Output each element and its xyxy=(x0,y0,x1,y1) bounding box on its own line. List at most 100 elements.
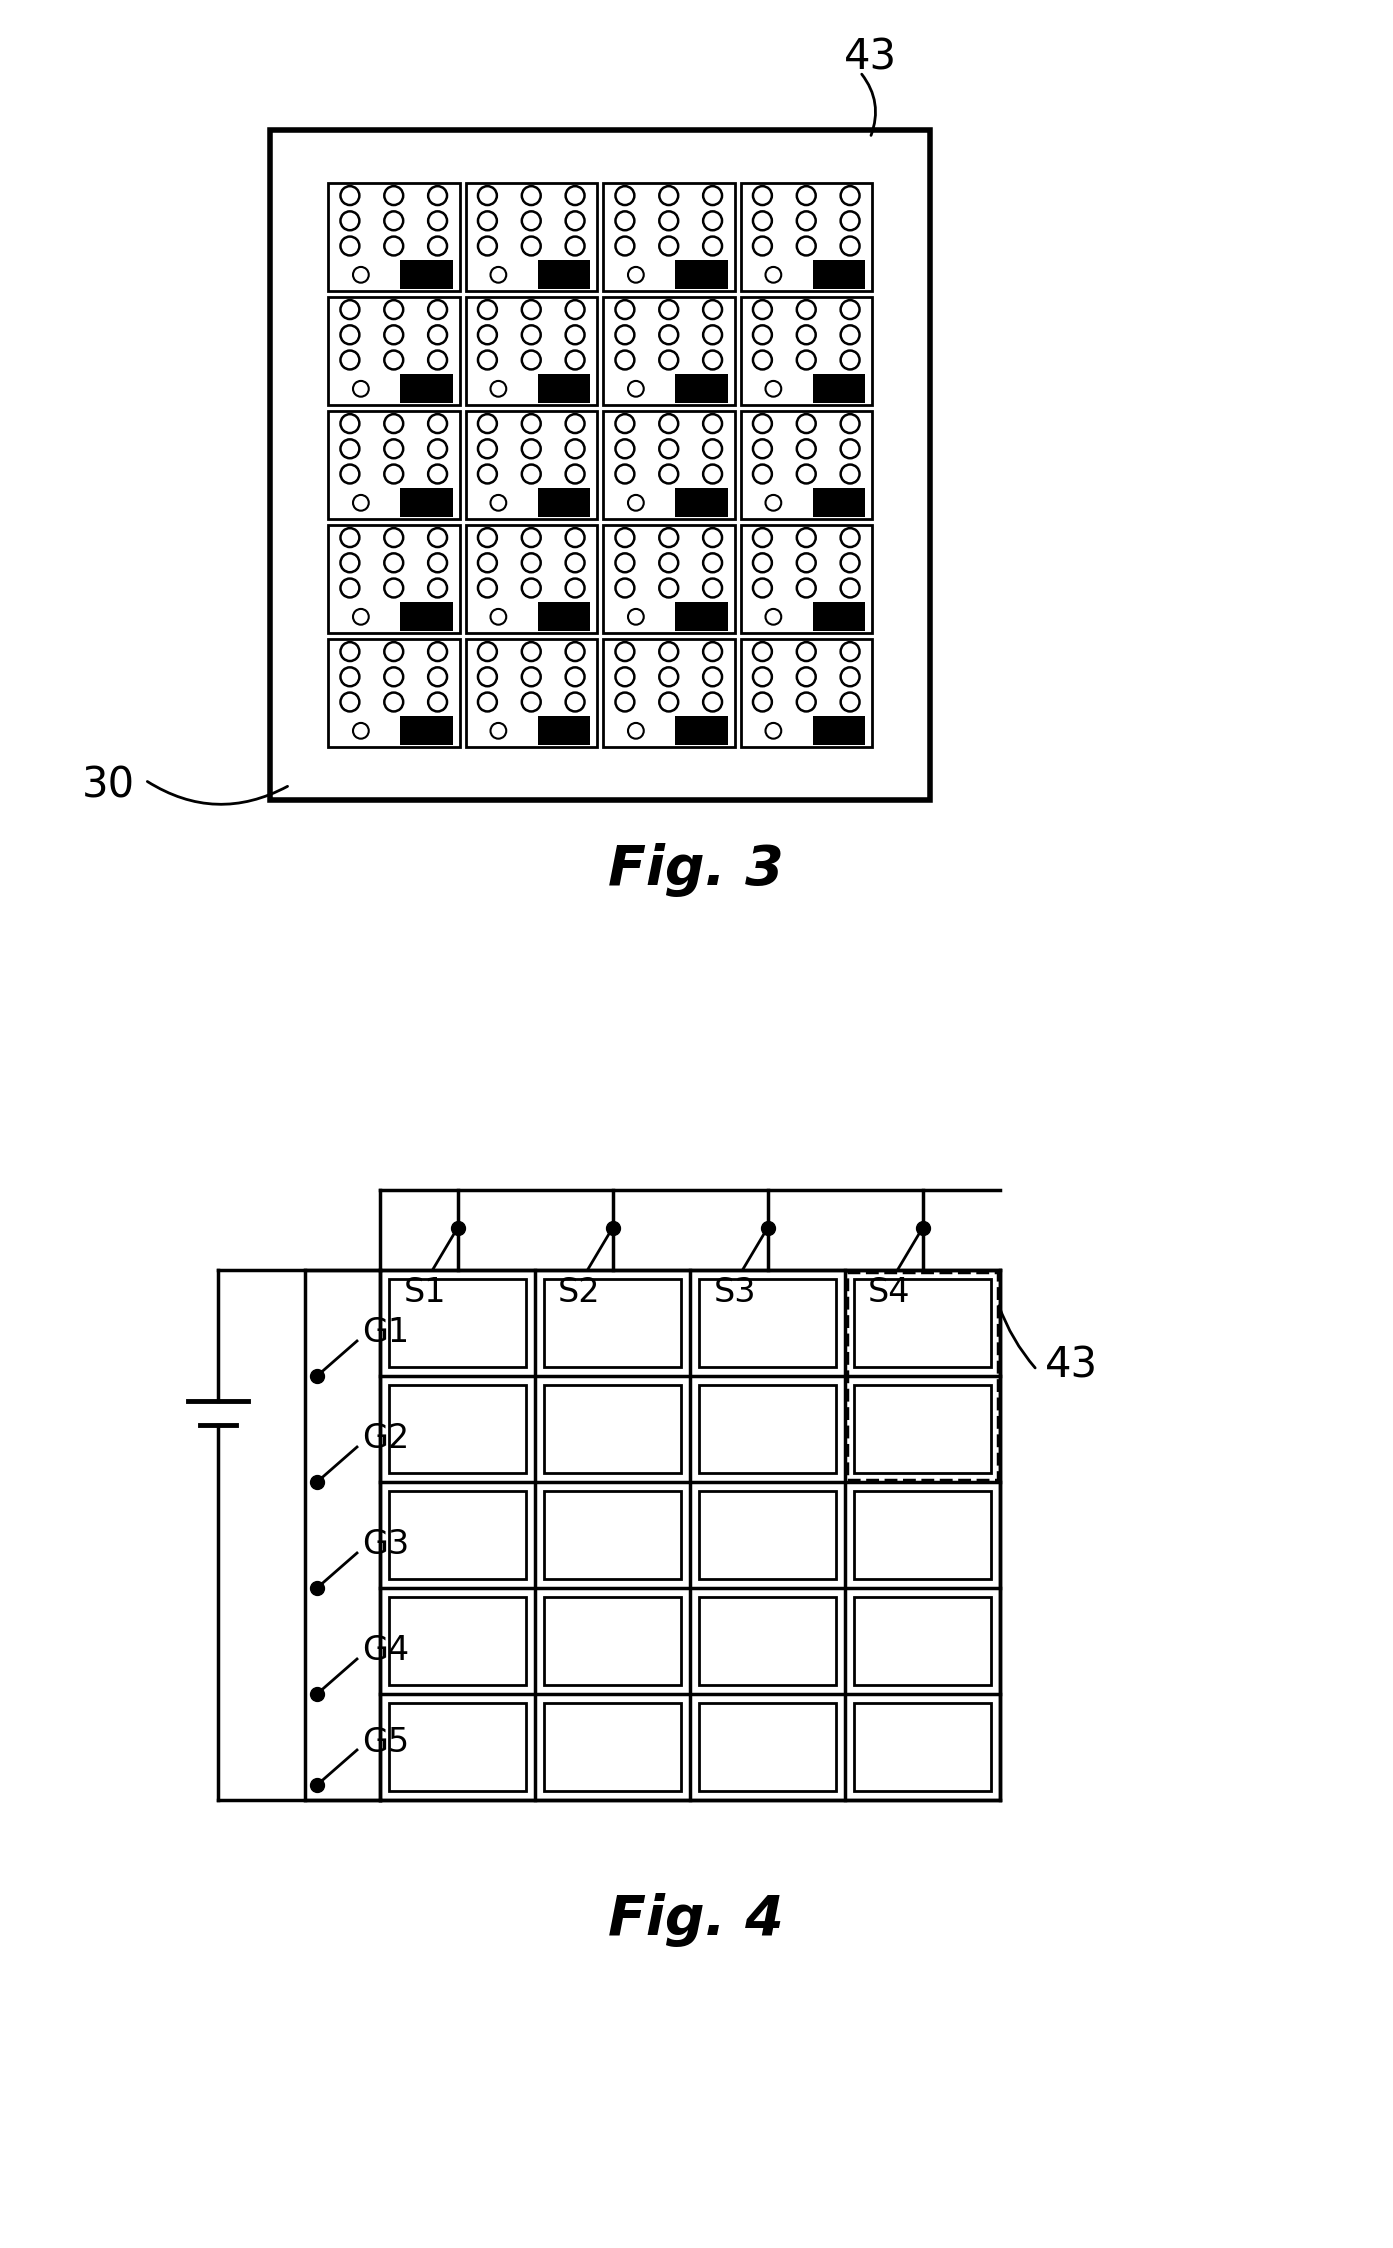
Circle shape xyxy=(522,301,540,319)
Circle shape xyxy=(566,692,585,710)
Circle shape xyxy=(659,236,678,256)
Circle shape xyxy=(754,236,772,256)
Circle shape xyxy=(340,528,359,546)
Circle shape xyxy=(384,692,403,710)
Circle shape xyxy=(340,351,359,369)
Circle shape xyxy=(659,438,678,459)
Bar xyxy=(847,1272,997,1479)
Bar xyxy=(814,717,865,746)
Bar xyxy=(741,411,872,519)
Circle shape xyxy=(478,553,497,573)
Circle shape xyxy=(616,528,634,546)
Circle shape xyxy=(566,438,585,459)
Circle shape xyxy=(840,414,859,434)
Circle shape xyxy=(628,609,644,625)
Circle shape xyxy=(340,236,359,256)
Circle shape xyxy=(703,351,722,369)
Bar xyxy=(327,638,460,746)
Circle shape xyxy=(522,553,540,573)
Circle shape xyxy=(840,578,859,598)
Circle shape xyxy=(616,326,634,344)
Circle shape xyxy=(703,528,722,546)
Circle shape xyxy=(616,414,634,434)
Circle shape xyxy=(428,465,447,483)
Bar xyxy=(538,717,591,746)
Circle shape xyxy=(766,268,781,283)
Circle shape xyxy=(840,668,859,686)
Circle shape xyxy=(754,438,772,459)
Circle shape xyxy=(428,326,447,344)
Circle shape xyxy=(840,553,859,573)
Circle shape xyxy=(703,668,722,686)
Text: 30: 30 xyxy=(81,764,135,807)
Circle shape xyxy=(428,236,447,256)
Circle shape xyxy=(797,578,816,598)
Bar xyxy=(389,1596,527,1686)
Circle shape xyxy=(478,351,497,369)
Bar xyxy=(603,297,734,405)
Circle shape xyxy=(384,438,403,459)
Bar xyxy=(603,638,734,746)
Bar xyxy=(699,1704,836,1792)
Circle shape xyxy=(797,553,816,573)
Circle shape xyxy=(566,668,585,686)
Circle shape xyxy=(522,236,540,256)
Circle shape xyxy=(754,301,772,319)
Circle shape xyxy=(766,609,781,625)
Bar xyxy=(538,602,591,632)
Circle shape xyxy=(754,643,772,661)
Circle shape xyxy=(522,187,540,205)
Circle shape xyxy=(340,553,359,573)
Circle shape xyxy=(616,301,634,319)
Circle shape xyxy=(703,438,722,459)
Circle shape xyxy=(659,692,678,710)
Circle shape xyxy=(340,326,359,344)
Circle shape xyxy=(478,211,497,229)
Circle shape xyxy=(566,301,585,319)
Bar xyxy=(699,1279,836,1367)
Circle shape xyxy=(659,301,678,319)
Bar xyxy=(400,488,453,517)
Circle shape xyxy=(659,351,678,369)
Text: Fig. 3: Fig. 3 xyxy=(609,843,784,897)
Circle shape xyxy=(840,692,859,710)
Circle shape xyxy=(352,495,369,510)
Bar xyxy=(814,261,865,290)
Circle shape xyxy=(384,326,403,344)
Circle shape xyxy=(766,724,781,740)
Text: S3: S3 xyxy=(713,1277,756,1308)
Circle shape xyxy=(522,438,540,459)
Circle shape xyxy=(428,301,447,319)
Circle shape xyxy=(754,187,772,205)
Circle shape xyxy=(384,553,403,573)
Bar xyxy=(699,1596,836,1686)
Circle shape xyxy=(703,414,722,434)
Text: G1: G1 xyxy=(362,1317,410,1349)
Circle shape xyxy=(616,692,634,710)
Bar xyxy=(676,488,729,517)
Bar xyxy=(854,1596,990,1686)
Circle shape xyxy=(797,301,816,319)
Circle shape xyxy=(840,326,859,344)
Circle shape xyxy=(490,495,506,510)
Bar xyxy=(538,261,591,290)
Bar xyxy=(389,1490,527,1578)
Bar xyxy=(389,1385,527,1472)
Circle shape xyxy=(797,211,816,229)
Circle shape xyxy=(703,301,722,319)
Circle shape xyxy=(754,668,772,686)
Circle shape xyxy=(490,380,506,396)
Circle shape xyxy=(616,351,634,369)
Circle shape xyxy=(840,438,859,459)
Circle shape xyxy=(566,643,585,661)
Circle shape xyxy=(659,187,678,205)
Circle shape xyxy=(428,553,447,573)
Circle shape xyxy=(616,643,634,661)
Bar xyxy=(676,261,729,290)
Bar xyxy=(380,1270,1000,1801)
Circle shape xyxy=(428,187,447,205)
Bar xyxy=(603,526,734,634)
Circle shape xyxy=(384,236,403,256)
Circle shape xyxy=(340,643,359,661)
Circle shape xyxy=(628,495,644,510)
